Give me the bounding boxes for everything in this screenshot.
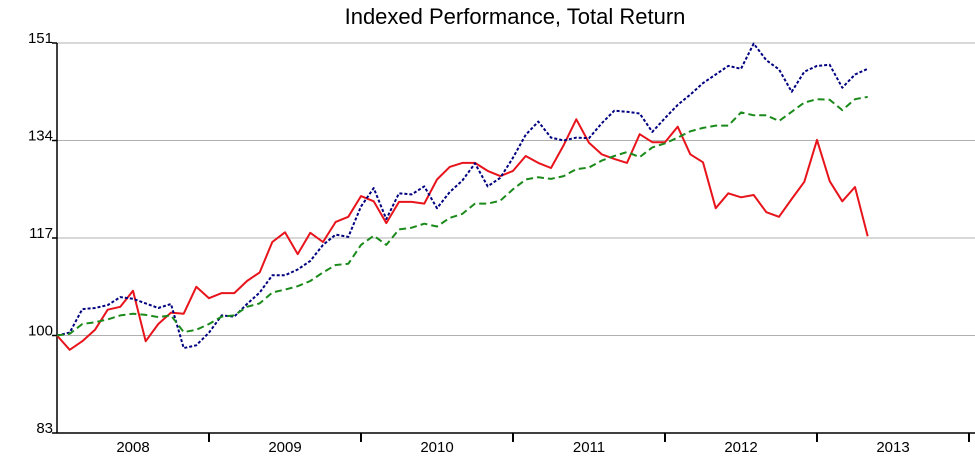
y-tick-label: 151 — [28, 30, 53, 47]
x-tick-label: 2009 — [268, 439, 301, 456]
series-line — [56, 95, 868, 337]
y-tick-label: 83 — [36, 420, 53, 437]
y-tick-label: 117 — [29, 225, 53, 242]
x-tick-label: 2008 — [116, 439, 149, 456]
series-line — [56, 42, 869, 350]
x-tick-label: 2010 — [420, 439, 453, 456]
x-tick-label: 2012 — [724, 439, 757, 456]
x-tick-label: 2011 — [573, 439, 605, 456]
x-tick-label: 2013 — [876, 439, 909, 456]
y-tick-label: 134 — [28, 127, 53, 144]
y-tick-label: 100 — [28, 322, 53, 339]
series-line — [56, 118, 869, 351]
chart-title: Indexed Performance, Total Return — [345, 4, 686, 29]
